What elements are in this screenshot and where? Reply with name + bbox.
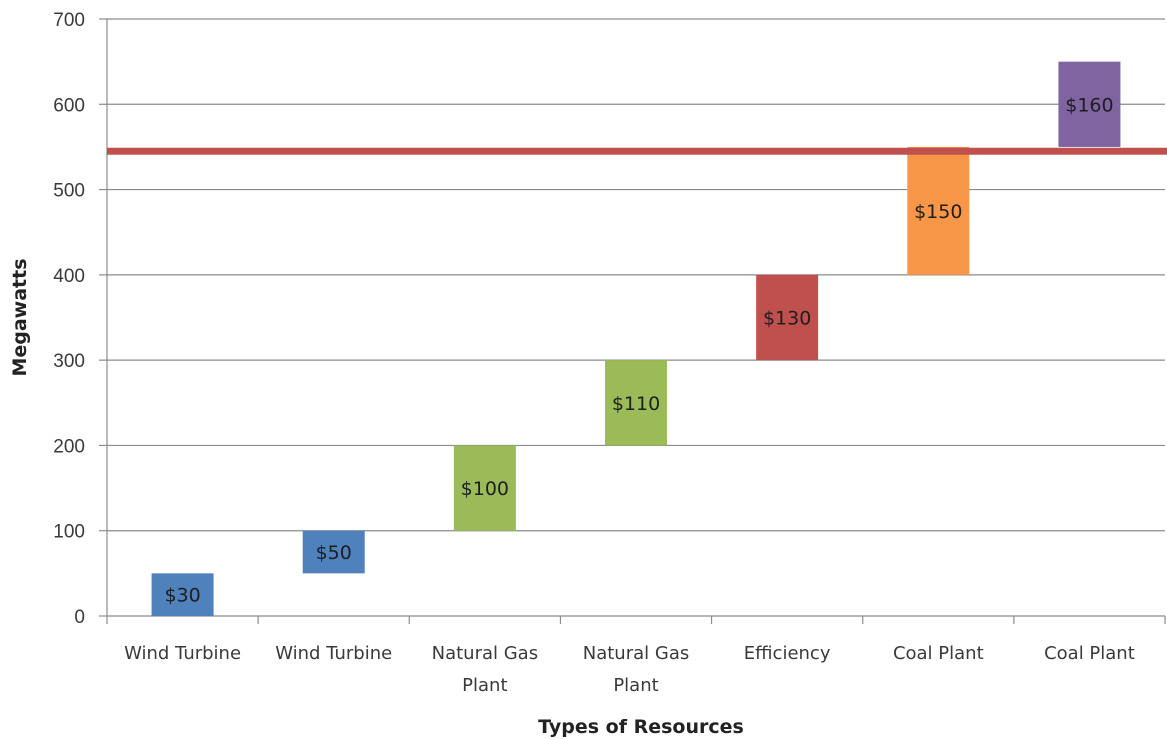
bar	[302, 530, 365, 574]
bar-data-label: $150	[914, 201, 962, 223]
bar	[1058, 61, 1121, 147]
x-tick-label: Coal Plant	[893, 643, 984, 664]
x-tick-label: Wind Turbine	[124, 643, 241, 664]
x-tick-label: Wind Turbine	[275, 643, 392, 664]
bar-data-label: $30	[164, 585, 200, 607]
bar-data-label: $130	[763, 308, 811, 330]
bar-data-label: $50	[316, 542, 352, 564]
y-tick-label: 0	[74, 607, 85, 628]
bar	[151, 573, 214, 616]
bar	[605, 360, 667, 446]
x-tick-label: Plant	[462, 675, 507, 696]
bar-data-label: $160	[1065, 94, 1113, 116]
x-axis-title: Types of Resources	[538, 716, 744, 738]
y-tick-label: 100	[53, 522, 85, 543]
y-tick-label: 200	[53, 436, 85, 457]
y-tick-label: 400	[53, 266, 85, 287]
x-tick-label: Plant	[613, 675, 658, 696]
y-tick-label: 600	[53, 95, 85, 116]
bar	[907, 146, 970, 275]
y-axis-title: Megawatts	[9, 258, 31, 376]
bar	[453, 445, 516, 531]
x-tick-label: Efficiency	[744, 643, 831, 664]
y-tick-label: 700	[53, 10, 85, 31]
bar	[756, 274, 819, 361]
bar-data-label: $100	[461, 478, 509, 500]
bar-data-label: $110	[612, 393, 660, 415]
y-tick-label: 500	[53, 181, 85, 202]
x-tick-label: Coal Plant	[1044, 643, 1135, 664]
x-tick-label: Natural Gas	[583, 643, 689, 664]
x-tick-label: Natural Gas	[432, 643, 538, 664]
y-tick-label: 300	[53, 351, 85, 372]
